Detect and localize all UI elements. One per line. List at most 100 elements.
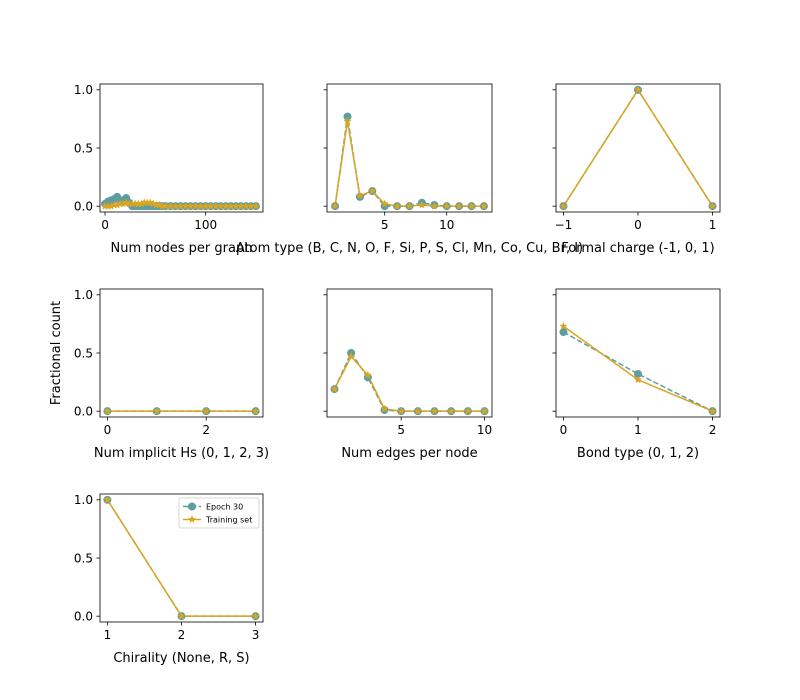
point-training bbox=[246, 201, 255, 210]
plot-area bbox=[103, 495, 260, 621]
point-epoch bbox=[634, 369, 642, 378]
x-axis-label: Num edges per node bbox=[341, 446, 477, 461]
series-line-training bbox=[333, 355, 485, 412]
point-epoch bbox=[559, 328, 568, 337]
axes-frame bbox=[555, 288, 721, 418]
point-training bbox=[103, 495, 112, 504]
point-training bbox=[236, 201, 245, 210]
subplot-4: 0.0 0.5 1.0 0 2 Num implicit Hs (0, 1, 2, 3) F… bbox=[49, 288, 269, 461]
point-training bbox=[137, 199, 146, 208]
point-training bbox=[186, 201, 195, 210]
point-training bbox=[330, 384, 339, 393]
x-axis-label: Num nodes per graph bbox=[111, 241, 253, 256]
y-tick-label: 0.5 bbox=[74, 346, 93, 360]
point-training bbox=[191, 201, 200, 210]
x-axis-label: Num implicit Hs (0, 1, 2, 3) bbox=[94, 446, 269, 461]
legend-label-epoch: Epoch 30 bbox=[206, 503, 243, 512]
point-training bbox=[442, 201, 451, 210]
point-training bbox=[479, 201, 488, 210]
point-training bbox=[152, 406, 161, 415]
plot-area bbox=[330, 349, 489, 416]
x-tick-label: 2 bbox=[178, 628, 186, 642]
x-tick-label: 1 bbox=[634, 423, 642, 437]
point-training bbox=[196, 201, 205, 210]
point-training bbox=[241, 201, 250, 210]
series-line-training bbox=[563, 325, 713, 412]
point-training bbox=[634, 85, 642, 94]
point-training bbox=[397, 406, 406, 415]
axes-frame bbox=[99, 83, 264, 213]
point-training bbox=[113, 200, 122, 209]
axes-frame bbox=[555, 83, 721, 213]
legend-marker-epoch bbox=[188, 502, 196, 511]
point-training bbox=[393, 201, 402, 210]
x-tick-label: 1 bbox=[709, 218, 717, 232]
x-tick-label: 10 bbox=[477, 423, 492, 437]
point-training bbox=[231, 201, 240, 210]
subplot-1: 0.0 0.5 1.0 0 100 Num nodes per graph bbox=[74, 83, 264, 256]
axes-frame bbox=[99, 288, 264, 418]
x-tick-label: 5 bbox=[381, 218, 389, 232]
point-training bbox=[166, 201, 175, 210]
point-training bbox=[405, 201, 414, 210]
plot-area bbox=[103, 406, 260, 416]
point-training bbox=[103, 406, 112, 415]
point-training bbox=[251, 201, 260, 210]
point-training bbox=[211, 201, 220, 210]
point-training bbox=[455, 201, 464, 210]
point-training bbox=[559, 201, 568, 210]
x-tick-label: 5 bbox=[397, 423, 405, 437]
point-training bbox=[355, 191, 364, 200]
point-training bbox=[161, 201, 170, 210]
point-training bbox=[202, 406, 211, 415]
point-training bbox=[380, 199, 389, 208]
y-axis-label: Fractional count bbox=[49, 301, 64, 405]
x-tick-label: 3 bbox=[252, 628, 260, 642]
x-tick-label: 10 bbox=[439, 218, 454, 232]
point-training bbox=[430, 201, 439, 210]
point-training bbox=[447, 406, 456, 415]
y-tick-label: 1.0 bbox=[74, 83, 93, 97]
series-line-epoch bbox=[333, 351, 485, 412]
y-tick-label: 0.5 bbox=[74, 551, 93, 565]
x-axis-label: Bond type (0, 1, 2) bbox=[577, 446, 699, 461]
x-tick-label: 0 bbox=[101, 218, 109, 232]
point-training bbox=[417, 200, 426, 209]
legend-box bbox=[178, 497, 260, 529]
point-training bbox=[343, 117, 352, 125]
point-training bbox=[380, 404, 389, 413]
y-tick-label: 1.0 bbox=[74, 493, 93, 507]
x-tick-label: 100 bbox=[194, 218, 217, 232]
y-tick-label: 0.5 bbox=[74, 141, 93, 155]
series-line-epoch bbox=[563, 331, 713, 412]
series-line-training bbox=[562, 88, 714, 207]
point-training bbox=[480, 406, 489, 415]
point-training bbox=[467, 201, 476, 210]
plot-area bbox=[559, 85, 717, 211]
subplot-6: 0 1 2 Bond type (0, 1, 2) bbox=[552, 288, 721, 461]
point-training bbox=[347, 352, 356, 360]
point-training bbox=[221, 201, 230, 210]
legend: Epoch 30 Training set bbox=[178, 497, 260, 529]
legend-marker-training bbox=[188, 515, 196, 523]
x-axis-label: Atom type (B, C, N, O, F, Si, P, S, Cl, … bbox=[236, 241, 583, 256]
series-line-epoch bbox=[562, 88, 714, 207]
series-line-epoch bbox=[334, 116, 484, 207]
point-training bbox=[331, 201, 340, 210]
plot-area bbox=[101, 192, 260, 211]
point-training bbox=[251, 406, 260, 415]
x-tick-label: 2 bbox=[709, 423, 717, 437]
point-training bbox=[413, 406, 422, 415]
plot-area bbox=[331, 112, 488, 211]
y-tick-label: 0.0 bbox=[74, 404, 93, 418]
point-training bbox=[201, 201, 210, 210]
point-training bbox=[430, 406, 439, 415]
point-training bbox=[171, 201, 180, 210]
point-training bbox=[216, 201, 225, 210]
plot-area bbox=[559, 322, 717, 416]
subplot-3: −1 0 1 Formal charge (-1, 0, 1) bbox=[552, 83, 721, 256]
x-axis-label: Formal charge (-1, 0, 1) bbox=[561, 241, 715, 256]
